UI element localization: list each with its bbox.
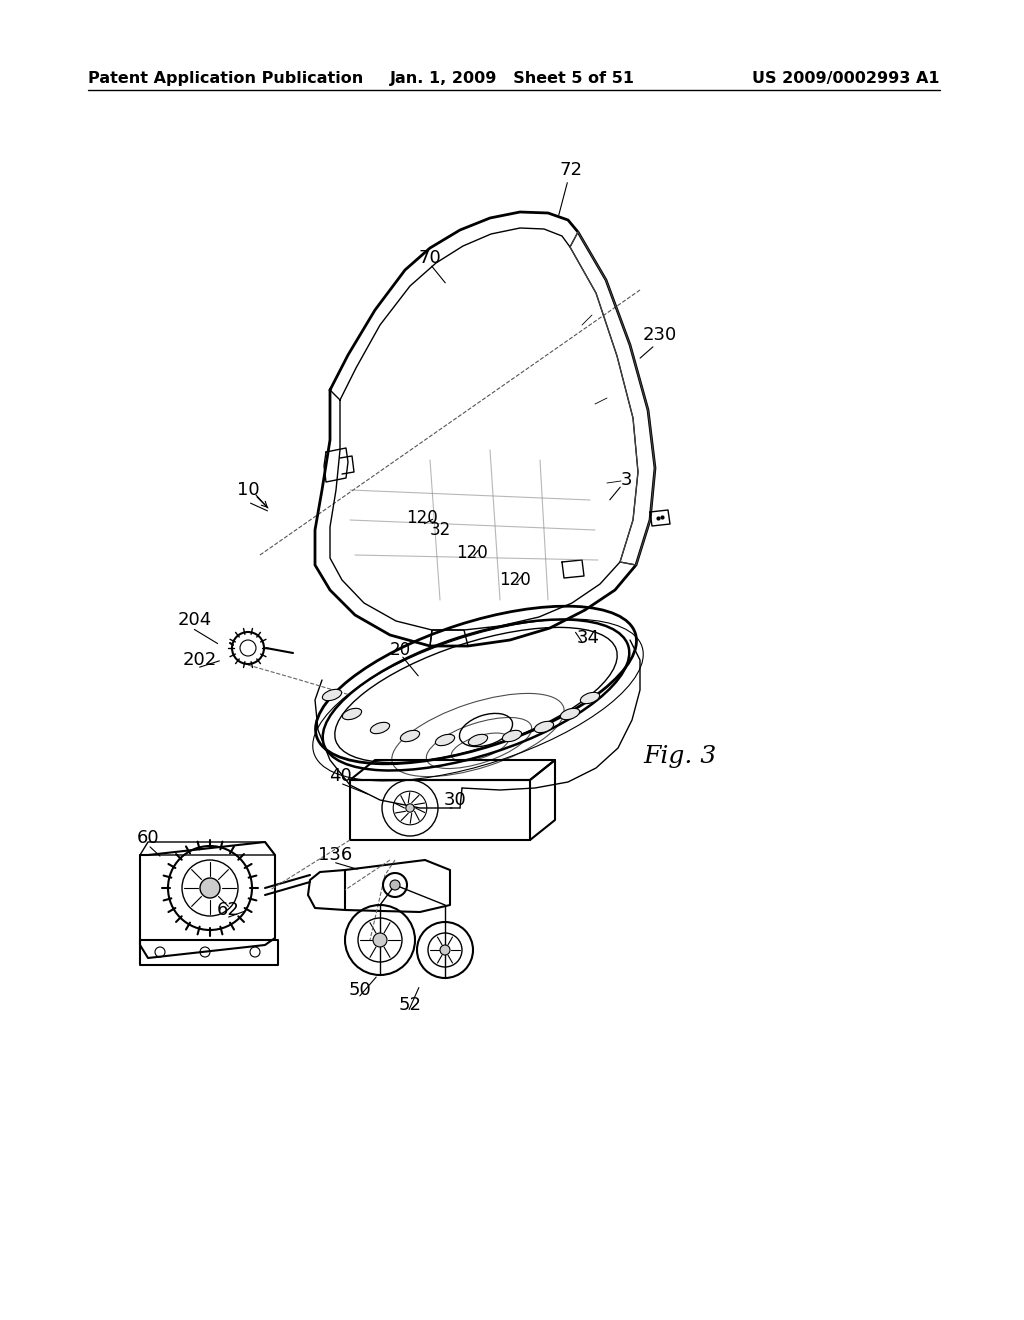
Text: US 2009/0002993 A1: US 2009/0002993 A1 xyxy=(753,70,940,86)
Ellipse shape xyxy=(560,709,580,719)
Text: 50: 50 xyxy=(348,981,372,999)
Text: 40: 40 xyxy=(329,767,351,785)
Text: 136: 136 xyxy=(317,846,352,865)
Text: 202: 202 xyxy=(183,651,217,669)
Ellipse shape xyxy=(581,692,600,704)
Ellipse shape xyxy=(503,730,521,742)
Circle shape xyxy=(440,945,450,954)
Circle shape xyxy=(406,804,414,812)
Ellipse shape xyxy=(323,689,342,701)
Text: 10: 10 xyxy=(237,480,259,499)
Text: 32: 32 xyxy=(429,521,451,539)
Text: 120: 120 xyxy=(407,510,438,527)
Text: 230: 230 xyxy=(643,326,677,345)
Text: 72: 72 xyxy=(559,161,583,180)
Text: 60: 60 xyxy=(136,829,160,847)
Text: 120: 120 xyxy=(456,544,487,562)
Text: 3: 3 xyxy=(621,471,632,488)
Ellipse shape xyxy=(342,709,361,719)
Text: Jan. 1, 2009   Sheet 5 of 51: Jan. 1, 2009 Sheet 5 of 51 xyxy=(389,70,635,86)
Text: 120: 120 xyxy=(499,572,530,589)
Text: 52: 52 xyxy=(398,997,422,1014)
Ellipse shape xyxy=(468,734,487,746)
Circle shape xyxy=(200,878,220,898)
Text: 30: 30 xyxy=(443,791,466,809)
Ellipse shape xyxy=(371,722,390,734)
Text: 20: 20 xyxy=(389,642,411,659)
Text: 204: 204 xyxy=(178,611,212,630)
Text: 34: 34 xyxy=(577,630,599,647)
Ellipse shape xyxy=(535,721,554,733)
Text: Fig. 3: Fig. 3 xyxy=(643,744,717,767)
Circle shape xyxy=(373,933,387,946)
Circle shape xyxy=(390,880,400,890)
Text: 70: 70 xyxy=(419,249,441,267)
Ellipse shape xyxy=(400,730,420,742)
Text: 62: 62 xyxy=(216,902,240,919)
Text: Patent Application Publication: Patent Application Publication xyxy=(88,70,364,86)
Ellipse shape xyxy=(435,734,455,746)
